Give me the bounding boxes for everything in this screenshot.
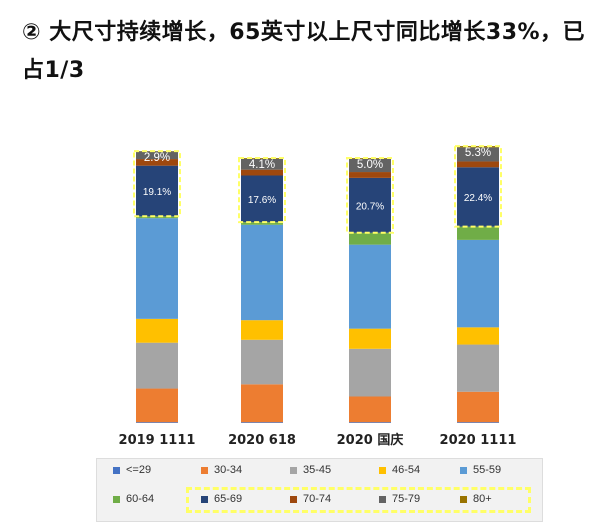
bar-segment-3545-0 — [136, 342, 178, 389]
legend-label: 65-69 — [214, 493, 243, 505]
legend-swatch — [290, 466, 297, 474]
legend-item-3034: 30-34 — [201, 464, 242, 476]
bar-segment-80+-1 — [241, 158, 283, 159]
legend-label: 55-59 — [473, 464, 502, 476]
legend-highlight-frame — [186, 487, 531, 513]
data-label-75-79-3: 5.3% — [465, 147, 491, 159]
legend-label: 30-34 — [214, 464, 243, 476]
highlight-frame-65plus-3 — [454, 145, 502, 228]
bar-segment-4654-1 — [241, 320, 283, 340]
bar-segment-7074-2 — [349, 172, 391, 178]
bar-segment-7579-2 — [349, 158, 391, 173]
data-label-65-69-3: 22.4% — [464, 193, 492, 204]
legend-swatch — [460, 466, 467, 474]
legend-item-6064: 60-64 — [113, 493, 154, 505]
data-label-65-69-0: 19.1% — [143, 187, 171, 198]
bar-segment-29-3 — [457, 422, 499, 423]
bar-segment-4654-3 — [457, 327, 499, 345]
x-tick-label-3: 2020 1111 — [440, 433, 517, 448]
legend-item-80+: 80+ — [460, 493, 492, 505]
legend-label: 60-64 — [126, 493, 155, 505]
bar-segment-80+-2 — [349, 158, 391, 159]
legend-item-4654: 46-54 — [379, 464, 420, 476]
bar-segment-29-1 — [241, 422, 283, 423]
bar-segment-5559-2 — [349, 244, 391, 329]
legend-swatch — [201, 495, 208, 503]
bar-segment-29-2 — [349, 422, 391, 423]
legend-label: 70-74 — [303, 493, 332, 505]
legend-label: 75-79 — [392, 493, 421, 505]
bar-segment-3034-1 — [241, 384, 283, 423]
legend-label: 80+ — [473, 493, 492, 505]
bar-segment-6064-2 — [349, 232, 391, 245]
legend-swatch — [113, 466, 120, 474]
data-label-65-69-2: 20.7% — [356, 201, 384, 212]
bar-segment-7074-0 — [136, 159, 178, 166]
legend-item-5559: 55-59 — [460, 464, 501, 476]
bar-segment-6064-3 — [457, 226, 499, 240]
legend-swatch — [201, 466, 208, 474]
bar-segment-5559-3 — [457, 239, 499, 328]
bar-segment-6569-0 — [136, 165, 178, 217]
bar-segment-7074-1 — [241, 169, 283, 176]
bar-segment-6569-3 — [457, 167, 499, 227]
data-label-75-79-1: 4.1% — [249, 159, 275, 171]
bar-segment-3034-3 — [457, 391, 499, 423]
legend-swatch — [290, 495, 297, 503]
data-label-65-69-1: 17.6% — [248, 195, 276, 206]
bar-segment-4654-2 — [349, 328, 391, 349]
bar-segment-3545-1 — [241, 339, 283, 385]
bar-segment-6569-2 — [349, 177, 391, 233]
bar-segment-5559-1 — [241, 224, 283, 321]
bar-segment-3034-2 — [349, 396, 391, 423]
legend-label: <=29 — [126, 464, 152, 476]
legend-item-3545: 35-45 — [290, 464, 331, 476]
bar-segment-7579-1 — [241, 158, 283, 170]
bar-segment-6569-1 — [241, 175, 283, 223]
bar-segment-6064-0 — [136, 216, 178, 219]
legend-item-7579: 75-79 — [379, 493, 420, 505]
legend-item-29: <=29 — [113, 464, 151, 476]
legend-item-6569: 65-69 — [201, 493, 242, 505]
legend-label: 46-54 — [392, 464, 421, 476]
bar-segment-3545-2 — [349, 348, 391, 397]
bar-segment-3034-0 — [136, 388, 178, 423]
bar-segment-7579-0 — [136, 151, 178, 160]
legend-swatch — [113, 495, 120, 503]
highlight-frame-65plus-1 — [238, 157, 286, 224]
bar-segment-4654-0 — [136, 318, 178, 343]
bar-segment-29-0 — [136, 422, 178, 423]
bar-segment-80+-3 — [457, 146, 499, 148]
legend-swatch — [379, 495, 386, 503]
x-tick-label-2: 2020 国庆 — [337, 432, 404, 448]
highlight-frame-65plus-2 — [346, 157, 394, 234]
legend-item-7074: 70-74 — [290, 493, 331, 505]
bar-segment-5559-0 — [136, 218, 178, 319]
legend-label: 35-45 — [303, 464, 332, 476]
page-title: ② 大尺寸持续增长，65英寸以上尺寸同比增长33%，已占1/3 — [22, 20, 586, 83]
bar-segment-3545-3 — [457, 344, 499, 392]
bar-segment-7074-3 — [457, 161, 499, 168]
data-label-75-79-0: 2.9% — [144, 152, 170, 164]
bar-segment-7579-3 — [457, 147, 499, 162]
bar-segment-6064-1 — [241, 222, 283, 225]
legend-swatch — [379, 466, 386, 474]
x-tick-label-1: 2020 618 — [228, 433, 296, 448]
x-tick-label-0: 2019 1111 — [119, 433, 196, 448]
data-label-75-79-2: 5.0% — [357, 159, 383, 171]
legend-swatch — [460, 495, 467, 503]
